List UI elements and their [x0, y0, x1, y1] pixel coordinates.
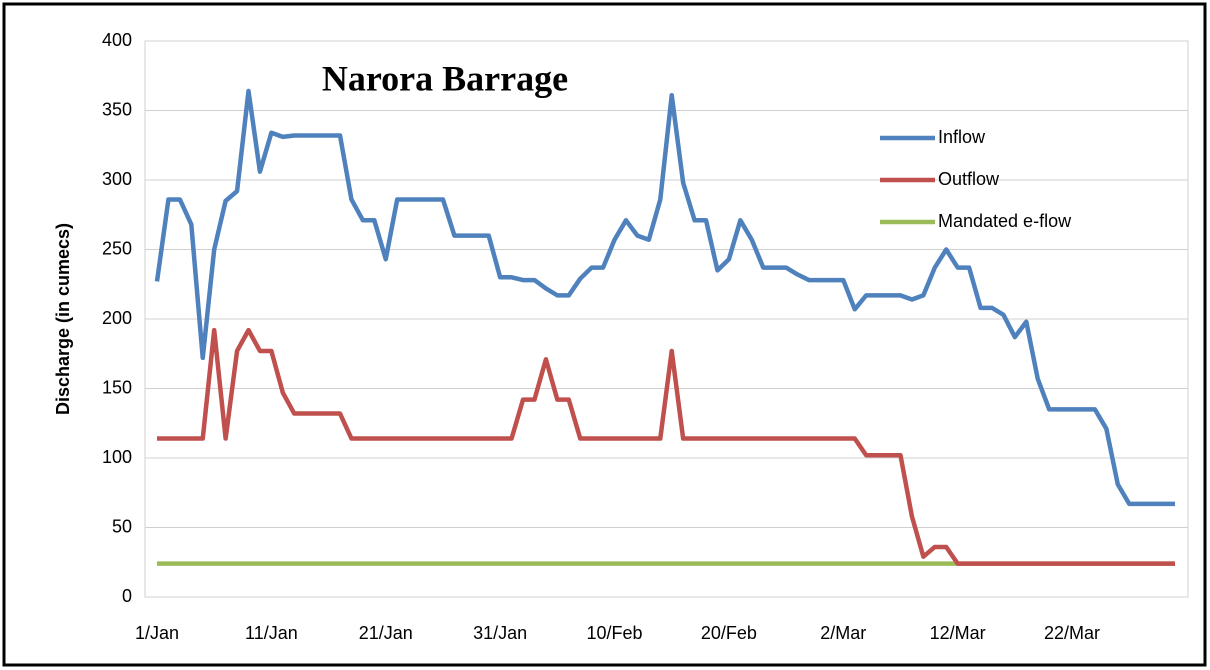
x-tick-label: 20/Feb	[701, 623, 757, 643]
series-line	[154, 88, 1175, 507]
y-tick-label: 300	[102, 169, 132, 189]
chart-title: Narora Barrage	[322, 58, 568, 98]
y-tick-label: 150	[102, 377, 132, 397]
y-tick-label: 0	[122, 586, 132, 606]
y-tick-label: 350	[102, 99, 132, 119]
legend-label: Outflow	[938, 169, 1000, 189]
y-tick-label: 200	[102, 308, 132, 328]
y-axis-label: Discharge (in cumecs)	[53, 223, 73, 415]
legend-label: Mandated e-flow	[938, 211, 1072, 231]
x-tick-label: 11/Jan	[245, 623, 298, 643]
x-tick-label: 21/Jan	[359, 623, 413, 643]
y-tick-label: 400	[102, 30, 132, 50]
y-tick-label: 100	[102, 447, 132, 467]
x-tick-label: 31/Jan	[473, 623, 527, 643]
y-tick-label: 50	[112, 516, 132, 536]
x-tick-label: 22/Mar	[1044, 623, 1100, 643]
x-tick-label: 2/Mar	[820, 623, 866, 643]
legend-label: Inflow	[938, 127, 986, 147]
x-tick-label: 1/Jan	[135, 623, 179, 643]
y-tick-label: 250	[102, 238, 132, 258]
x-tick-label: 12/Mar	[930, 623, 986, 643]
series-line	[157, 327, 1175, 566]
x-tick-label: 10/Feb	[587, 623, 643, 643]
